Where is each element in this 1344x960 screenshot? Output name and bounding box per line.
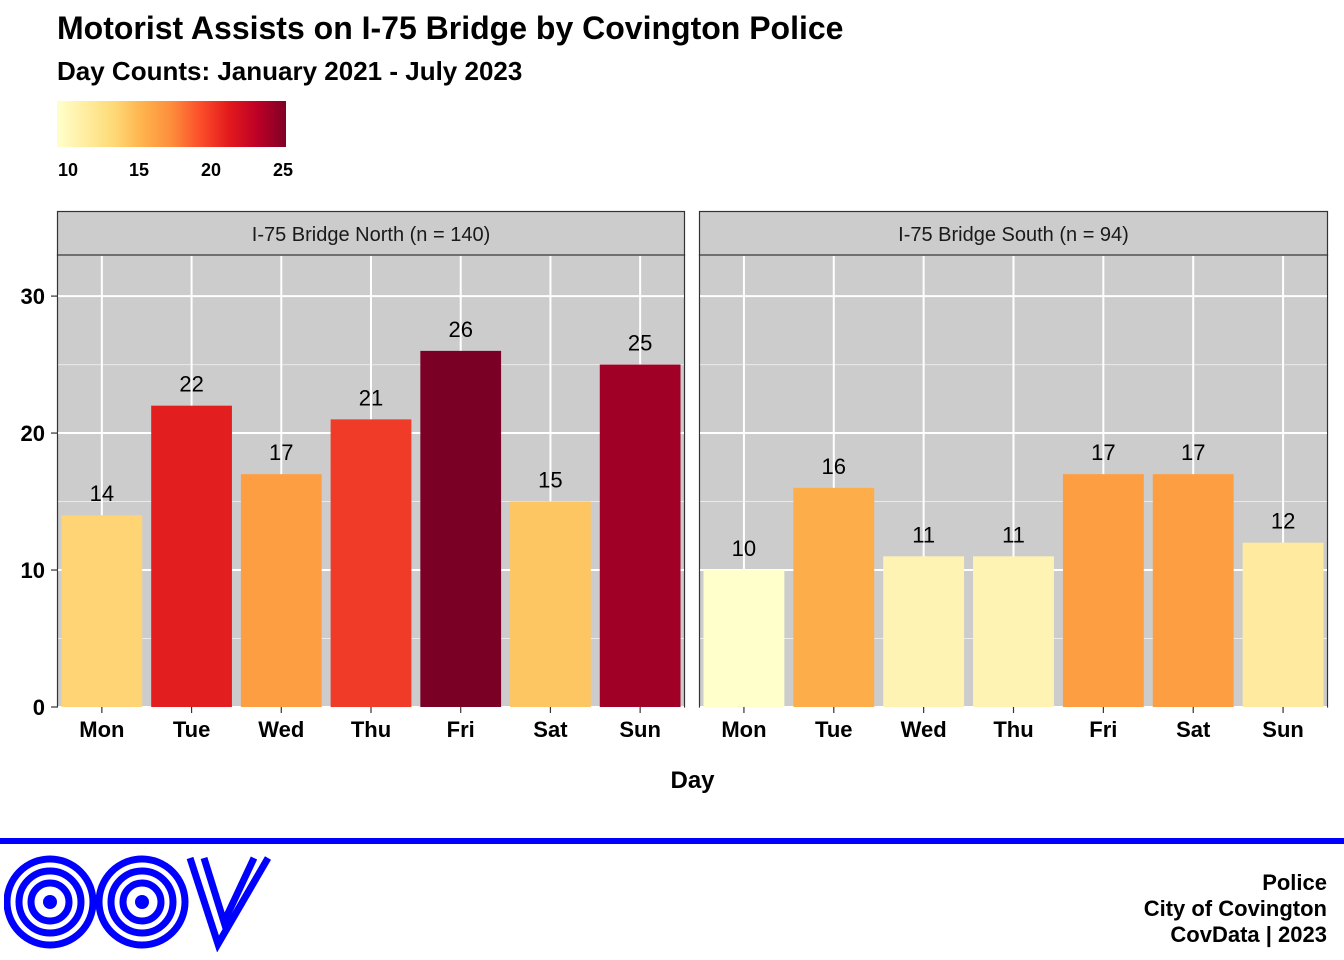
bar-value-label: 14 xyxy=(90,481,114,506)
x-axis-title: Day xyxy=(670,767,715,794)
facet-strip xyxy=(698,210,1329,257)
footer-divider xyxy=(0,838,1344,844)
bar-value-label: 15 xyxy=(538,468,562,493)
bar-tue xyxy=(793,487,875,707)
x-tick-label: Fri xyxy=(447,717,475,742)
x-tick-label: Sat xyxy=(533,717,568,742)
bar-mon xyxy=(61,515,143,707)
footer-credits: Police City of Covington CovData | 2023 xyxy=(1144,870,1327,948)
x-tick-label: Sun xyxy=(1262,717,1304,742)
cov-logo xyxy=(4,855,272,952)
bar-tue xyxy=(151,405,232,707)
facet-strip-label: I-75 Bridge South (n = 94) xyxy=(898,224,1129,246)
legend-tick-label: 15 xyxy=(128,160,150,180)
bar-value-label: 11 xyxy=(912,522,935,547)
y-tick-label: 30 xyxy=(21,284,45,309)
chart-subtitle: Day Counts: January 2021 - July 2023 xyxy=(57,56,523,86)
legend-tick-label: 10 xyxy=(57,160,79,180)
chart-title: Motorist Assists on I-75 Bridge by Covin… xyxy=(57,10,844,46)
bar-sun xyxy=(1242,542,1324,707)
bar-value-label: 17 xyxy=(269,440,293,465)
bar-value-label: 11 xyxy=(1002,522,1025,547)
bar-wed xyxy=(883,556,965,707)
bar-thu xyxy=(973,556,1054,707)
y-tick-label: 10 xyxy=(21,558,45,583)
x-tick-label: Mon xyxy=(79,717,124,742)
x-tick-label: Sat xyxy=(1176,717,1211,742)
bar-thu xyxy=(330,419,412,707)
bar-wed xyxy=(240,474,322,707)
bar-fri xyxy=(420,350,502,707)
bar-mon xyxy=(703,570,785,707)
facet-strip-label: I-75 Bridge North (n = 140) xyxy=(252,224,490,246)
footer-city: City of Covington xyxy=(1143,896,1327,921)
bar-value-label: 12 xyxy=(1271,509,1295,534)
bar-value-label: 26 xyxy=(448,317,472,342)
bar-fri xyxy=(1062,474,1144,707)
x-tick-label: Tue xyxy=(815,717,852,742)
legend-tick-label: 25 xyxy=(272,160,294,180)
bar-sun xyxy=(599,364,681,707)
x-tick-label: Mon xyxy=(721,717,766,742)
footer-credit: CovData | 2023 xyxy=(1170,922,1327,947)
footer-department: Police xyxy=(1262,870,1327,895)
bar-chart: I-75 Bridge North (n = 140) 14 Mon 22 Tue 17 W… xyxy=(21,210,1329,794)
bar-value-label: 17 xyxy=(1181,440,1205,465)
facet-strip xyxy=(56,210,686,257)
bar-sat xyxy=(510,501,591,707)
x-tick-label: Wed xyxy=(901,717,947,742)
y-tick-label: 0 xyxy=(33,695,45,720)
x-tick-label: Sun xyxy=(619,717,661,742)
bar-value-label: 25 xyxy=(628,331,652,356)
x-tick-label: Fri xyxy=(1089,717,1117,742)
bar-value-label: 16 xyxy=(822,454,846,479)
bar-sat xyxy=(1152,474,1234,707)
bar-value-label: 21 xyxy=(359,385,383,410)
bar-value-label: 17 xyxy=(1091,440,1115,465)
legend-tick-label: 20 xyxy=(200,160,222,180)
x-tick-label: Thu xyxy=(351,717,391,742)
x-tick-label: Wed xyxy=(258,717,304,742)
color-scale-legend xyxy=(57,101,286,147)
y-tick-label: 20 xyxy=(21,421,45,446)
x-tick-label: Tue xyxy=(173,717,210,742)
bar-value-label: 10 xyxy=(732,536,756,561)
x-tick-label: Thu xyxy=(993,717,1033,742)
bar-value-label: 22 xyxy=(179,372,203,397)
